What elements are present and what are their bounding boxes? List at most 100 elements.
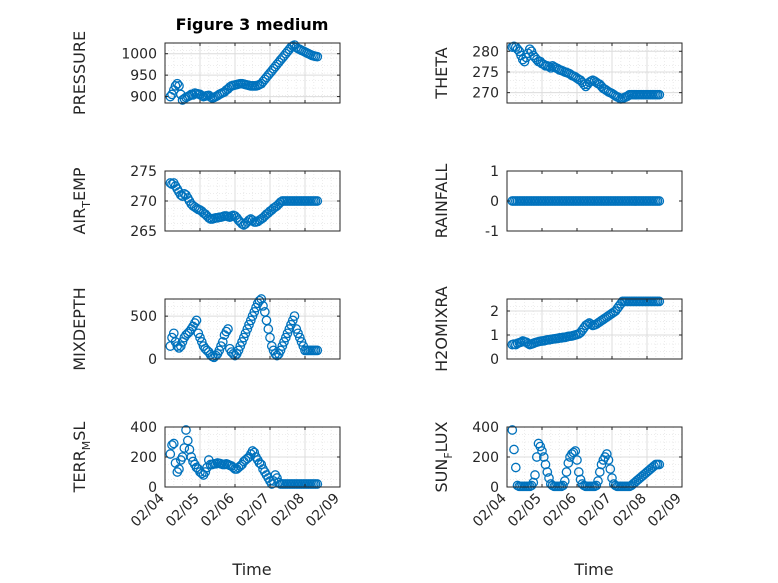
data-point (282, 328, 293, 339)
data-point (165, 178, 176, 188)
y-tick-label: 200 (130, 450, 157, 466)
data-point (537, 446, 547, 456)
data-point (165, 449, 176, 459)
y-axis-label: RAINFALL (432, 164, 451, 239)
data-point (593, 476, 603, 486)
y-tick-label: 0 (490, 480, 499, 496)
data-point (612, 303, 623, 314)
figure-title: Figure 3 medium (176, 15, 329, 34)
data-point (312, 345, 323, 356)
data-point (182, 435, 193, 446)
subplot-mixdepth: 0 500 MIXDEPTH (70, 287, 341, 371)
y-tick-label: 1000 (121, 47, 157, 63)
data-point (575, 327, 586, 338)
data-point (279, 337, 289, 347)
data-point (235, 341, 246, 351)
subplot-air_temp: 265 270 275 AIRTEMP (70, 164, 341, 240)
data-point (516, 337, 526, 348)
x-axis-label-left: Time (231, 560, 271, 579)
data-point (170, 81, 181, 91)
y-tick-label: 900 (130, 90, 157, 106)
axes-box (506, 42, 683, 104)
data-point (175, 341, 186, 351)
data-point (172, 78, 183, 89)
y-tick-label: 265 (130, 224, 157, 240)
data-point (531, 452, 542, 462)
data-point (284, 324, 295, 334)
data-point (214, 345, 225, 356)
data-point (509, 444, 519, 455)
y-tick-label: 280 (472, 44, 499, 60)
data-point (614, 301, 624, 312)
data-point (535, 441, 546, 452)
y-tick-label: 270 (472, 86, 499, 102)
data-point (610, 306, 621, 316)
data-point (249, 307, 260, 317)
data-point (530, 470, 540, 480)
data-point (577, 325, 588, 336)
data-point (558, 480, 568, 491)
y-axis-label: THETA (432, 47, 451, 99)
data-point (289, 311, 300, 321)
data-point (266, 341, 277, 351)
data-point (510, 462, 521, 473)
y-tick-label: 0 (490, 194, 499, 210)
data-point (193, 328, 204, 339)
y-tick-label: -1 (485, 224, 499, 240)
data-point (603, 455, 614, 465)
y-tick-label: 1 (490, 164, 499, 180)
y-axis-label: PRESSURE (70, 31, 89, 115)
y-axis-label: TERRMSL (70, 422, 93, 494)
subplot-theta: 270 275 280 THETA (432, 41, 683, 104)
data-point (167, 440, 177, 450)
y-tick-label: 400 (472, 420, 499, 436)
y-tick-label: 0 (148, 352, 157, 368)
data-point (240, 328, 251, 339)
data-point (614, 92, 624, 103)
data-point (654, 296, 665, 307)
data-point (654, 459, 665, 470)
data-point (189, 318, 200, 328)
data-point (563, 458, 574, 468)
data-point (544, 61, 554, 72)
data-point (195, 332, 205, 343)
plot-area (507, 171, 682, 231)
data-point (237, 337, 247, 347)
y-tick-label: 950 (130, 68, 157, 84)
data-point (586, 319, 596, 330)
y-tick-label: 2 (490, 304, 499, 320)
data-point (605, 464, 616, 474)
axes-box (164, 42, 341, 104)
subplot-rainfall: -1 0 1 RAINFALL (432, 164, 683, 240)
y-tick-label: 500 (130, 309, 157, 325)
data-point (312, 196, 323, 206)
data-point (654, 89, 665, 100)
data-point (245, 315, 256, 326)
data-point (221, 326, 232, 337)
data-point (174, 464, 184, 474)
data-point (238, 332, 249, 343)
data-point (280, 332, 291, 343)
data-point (200, 467, 211, 477)
data-point (223, 324, 233, 334)
data-point (312, 479, 323, 489)
data-point (570, 446, 581, 456)
y-axis-label: H2OMIXRA (432, 286, 451, 372)
data-point (559, 476, 570, 486)
data-point (275, 345, 286, 356)
y-tick-label: 1 (490, 328, 499, 344)
y-tick-label: 270 (130, 194, 157, 210)
data-point (287, 315, 298, 326)
data-point (312, 51, 323, 62)
x-axis-label-right: Time (573, 560, 613, 579)
axes-box (506, 298, 683, 360)
y-axis-label: SUNFLUX (432, 421, 455, 492)
data-point (277, 341, 288, 351)
data-point (572, 455, 582, 465)
data-point (244, 319, 254, 330)
data-point (258, 301, 268, 311)
data-point (291, 324, 302, 334)
data-point (184, 90, 195, 101)
y-tick-label: 275 (472, 65, 499, 81)
